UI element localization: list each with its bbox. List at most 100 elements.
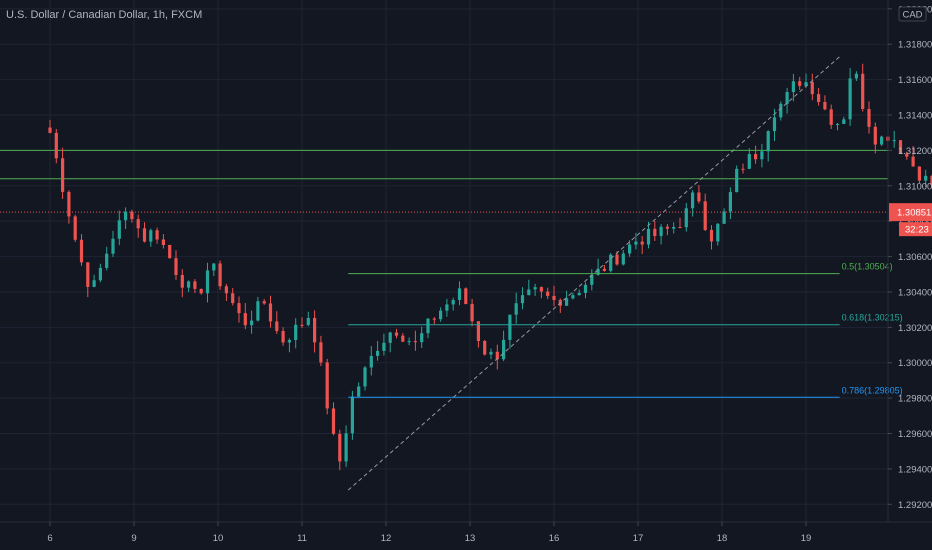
candle	[338, 429, 342, 471]
candle	[489, 348, 493, 360]
candle-body	[294, 324, 298, 340]
candle-body	[502, 339, 506, 360]
candle	[212, 263, 216, 277]
candles	[48, 63, 932, 471]
y-tick-label: 1.29800	[898, 394, 932, 405]
candle	[451, 297, 455, 311]
candle	[457, 281, 462, 306]
candle-body	[432, 318, 436, 320]
candle-body	[665, 226, 669, 229]
candle-body	[357, 386, 361, 397]
candle	[483, 339, 487, 356]
candle-body	[476, 321, 480, 342]
candle	[533, 283, 537, 296]
x-tick-label: 9	[131, 533, 136, 544]
candle-body	[924, 175, 928, 181]
candle	[136, 214, 140, 238]
candle-body	[470, 304, 474, 322]
candle-body	[621, 253, 625, 265]
x-tick-label: 17	[633, 533, 644, 544]
candle	[287, 338, 291, 353]
candle	[697, 185, 701, 204]
candle	[602, 264, 606, 272]
candle	[432, 317, 436, 325]
candle-body	[628, 244, 632, 254]
candle	[634, 232, 638, 250]
candle-body	[287, 339, 291, 343]
y-tick-label: 1.31200	[898, 146, 932, 157]
candle	[92, 274, 96, 288]
candle-body	[735, 168, 739, 193]
candle	[54, 128, 58, 164]
candle-body	[678, 226, 682, 228]
candle-body	[697, 192, 701, 202]
candle	[810, 73, 814, 101]
candle-body	[243, 313, 247, 326]
candle	[382, 333, 386, 356]
candle	[142, 222, 147, 243]
candle-body	[842, 119, 846, 124]
candle	[905, 151, 909, 160]
candle-body	[785, 92, 789, 104]
candle-body	[262, 301, 266, 304]
y-tick-label: 1.30400	[898, 287, 932, 298]
candle-body	[92, 280, 96, 287]
candle-body	[331, 408, 336, 434]
candle-body	[124, 211, 128, 221]
candle	[659, 224, 663, 245]
candle-body	[911, 156, 915, 167]
candle	[401, 333, 405, 343]
candle	[735, 165, 739, 193]
candle	[262, 298, 266, 305]
candle-body	[483, 341, 487, 355]
candle	[174, 250, 178, 280]
candle-body	[583, 284, 588, 293]
y-tick-label: 1.31800	[898, 40, 932, 51]
candle-body	[105, 253, 109, 268]
candle-body	[873, 126, 877, 145]
candle-body	[130, 211, 134, 220]
candle	[867, 101, 871, 134]
candle-body	[67, 191, 71, 217]
candle-body	[552, 295, 556, 300]
candle-body	[212, 263, 216, 271]
candle-body	[930, 175, 932, 186]
candle	[747, 148, 751, 170]
candle	[180, 269, 184, 298]
fib-label-0: 0.5(1.30504)	[842, 262, 893, 272]
candle	[300, 317, 304, 328]
candle-body	[187, 281, 191, 288]
candle-body	[835, 123, 840, 125]
candle-body	[48, 127, 52, 133]
candle-body	[772, 117, 777, 132]
candle	[313, 310, 317, 353]
candle-body	[168, 244, 172, 259]
candle-body	[319, 342, 323, 363]
candle	[268, 295, 273, 328]
currency-badge[interactable]: CAD	[898, 6, 927, 22]
candle-body	[609, 254, 613, 271]
candle-body	[848, 78, 852, 120]
candle-body	[313, 317, 317, 343]
candle	[754, 145, 758, 164]
candle-body	[829, 109, 833, 125]
candle-body	[73, 216, 77, 240]
candle	[357, 382, 361, 398]
horizontal-levels	[0, 149, 888, 213]
candle	[73, 214, 77, 242]
x-tick-label: 6	[47, 533, 52, 544]
candle	[930, 174, 932, 189]
candle	[275, 311, 279, 334]
candle	[703, 193, 707, 232]
candle-body	[457, 288, 462, 301]
candle-body	[407, 341, 411, 343]
x-tick-label: 10	[213, 533, 224, 544]
candle-body	[571, 295, 575, 299]
candle	[880, 135, 884, 146]
currency-label: CAD	[902, 10, 922, 21]
candle-body	[54, 132, 58, 159]
candle	[665, 224, 669, 236]
candle	[61, 147, 65, 199]
